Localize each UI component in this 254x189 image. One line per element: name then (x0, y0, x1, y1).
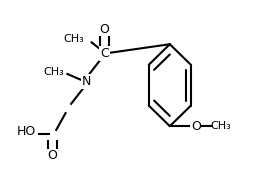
Text: O: O (47, 149, 57, 163)
Text: O: O (191, 120, 201, 133)
Text: N: N (81, 75, 91, 88)
Text: C: C (100, 47, 109, 60)
Text: O: O (100, 23, 109, 36)
Text: HO: HO (17, 125, 36, 138)
Text: CH₃: CH₃ (211, 121, 232, 131)
Text: CH₃: CH₃ (43, 67, 64, 77)
Text: CH₃: CH₃ (64, 34, 84, 44)
